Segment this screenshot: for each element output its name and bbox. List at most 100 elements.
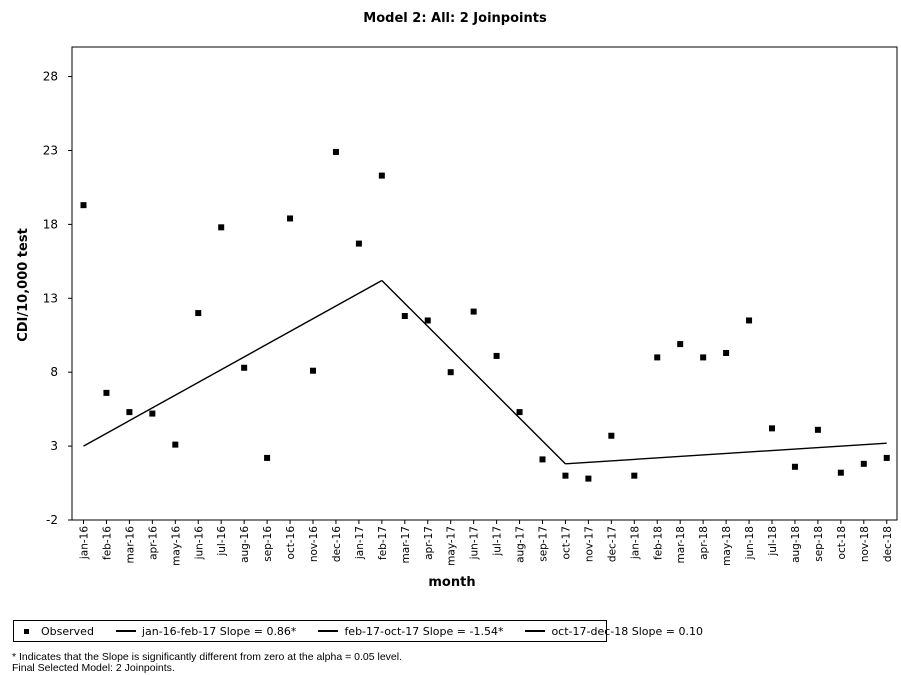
x-tick-label: sep-18 (813, 526, 825, 562)
x-tick-label: feb-18 (652, 526, 664, 560)
x-tick-label: jul-18 (767, 526, 779, 557)
x-tick-label: dec-17 (606, 526, 618, 562)
x-tick-label: oct-17 (560, 526, 572, 559)
x-tick-label: apr-18 (698, 526, 710, 560)
legend-item-segment-1: jan-16-feb-17 Slope = 0.86* (102, 624, 297, 638)
x-tick-label: sep-16 (262, 526, 274, 562)
x-axis: jan-16 feb-16 mar-16 apr-16 may-16 jun-16 jul-… (79, 520, 894, 566)
observed-point (195, 310, 202, 317)
observed-point (723, 349, 730, 356)
y-tick-label: 23 (43, 143, 58, 157)
observed-point (287, 215, 294, 222)
observed-point (562, 472, 569, 479)
observed-point (264, 454, 271, 461)
observed-point (470, 308, 477, 315)
observed-point (769, 425, 775, 432)
observed-point (332, 148, 339, 155)
legend-item-observed: Observed (22, 625, 94, 638)
observed-point (883, 454, 890, 461)
x-tick-label: feb-16 (101, 526, 113, 560)
x-tick-label: aug-18 (790, 526, 802, 563)
observed-point (424, 317, 431, 324)
observed-point (631, 472, 638, 479)
x-tick-label: jan-18 (629, 526, 641, 560)
x-tick-label: feb-17 (377, 526, 389, 560)
x-tick-label: sep-17 (538, 526, 550, 562)
y-tick-label: 28 (43, 70, 58, 84)
observed-point (814, 426, 821, 433)
x-tick-label: jun-17 (469, 526, 481, 560)
x-tick-label: mar-16 (124, 526, 136, 564)
fitted-lines (83, 279, 887, 465)
y-tick-label: 8 (50, 365, 58, 379)
observed-point (791, 463, 798, 470)
x-tick-label: jun-18 (744, 526, 756, 560)
observed-point (746, 317, 753, 324)
legend-observed-label: Observed (41, 624, 94, 638)
x-axis-label: month (428, 575, 475, 590)
observed-point (837, 469, 844, 476)
y-tick-label: -2 (46, 513, 58, 527)
observed-point (539, 456, 546, 463)
observed-point (378, 172, 385, 179)
x-tick-label: nov-17 (583, 526, 595, 562)
observed-points (80, 148, 890, 482)
observed-point (310, 367, 316, 374)
x-tick-label: apr-17 (423, 526, 435, 560)
x-tick-label: jun-16 (193, 526, 205, 561)
final-model-footnote: Final Selected Model: 2 Joinpoints. (12, 662, 175, 674)
square-marker-icon (24, 628, 29, 634)
legend: Observed jan-16-feb-17 Slope = 0.86* feb… (13, 620, 703, 642)
x-tick-label: aug-17 (515, 526, 527, 563)
observed-point (447, 369, 454, 376)
legend-item-segment-2: feb-17-oct-17 Slope = -1.54* (304, 625, 503, 638)
plot-area (71, 46, 898, 521)
fitted-segment-line (565, 442, 887, 465)
y-tick-label: 18 (43, 217, 58, 231)
legend-segment-3-label: oct-17-dec-18 Slope = 0.10 (551, 624, 703, 638)
x-tick-label: dec-18 (882, 526, 894, 562)
y-axis: -2 3 8 13 18 23 28 (43, 70, 72, 527)
observed-point (677, 341, 684, 348)
x-tick-label: jul-17 (492, 526, 504, 557)
chart-title: Model 2: All: 2 Joinpoints (363, 11, 547, 26)
x-tick-label: oct-18 (836, 526, 848, 559)
observed-point (103, 389, 110, 396)
x-tick-label: mar-18 (675, 526, 687, 563)
line-swatch-icon (318, 630, 339, 632)
significance-footnote: * Indicates that the Slope is significan… (12, 651, 402, 663)
observed-point (654, 354, 661, 361)
x-tick-label: mar-17 (400, 526, 412, 563)
observed-point (126, 409, 133, 416)
observed-point (493, 352, 500, 359)
line-swatch-icon (525, 630, 546, 632)
x-tick-label: jul-16 (216, 526, 228, 557)
x-tick-label: oct-16 (285, 526, 297, 560)
observed-point (80, 202, 87, 209)
y-tick-label: 3 (50, 439, 58, 453)
fitted-segment-line (83, 279, 383, 447)
legend-segment-2-label: feb-17-oct-17 Slope = -1.54* (344, 624, 504, 638)
observed-point (700, 354, 707, 361)
observed-point (149, 410, 156, 417)
x-tick-label: may-18 (721, 526, 733, 566)
legend-item-segment-3: oct-17-dec-18 Slope = 0.10 (511, 625, 703, 638)
x-tick-label: aug-16 (239, 526, 251, 563)
observed-point (218, 224, 225, 231)
observed-point (608, 432, 615, 439)
legend-segment-1-label: jan-16-feb-17 Slope = 0.86* (141, 624, 297, 638)
observed-point (401, 313, 408, 320)
observed-point (172, 441, 179, 448)
observed-point (355, 240, 362, 247)
line-swatch-icon (115, 630, 136, 632)
x-tick-label: dec-16 (331, 526, 343, 562)
x-tick-label: nov-16 (308, 526, 320, 562)
y-tick-label: 13 (43, 291, 58, 305)
observed-point (516, 409, 523, 416)
x-tick-label: jan-17 (354, 526, 366, 560)
x-tick-label: may-16 (170, 526, 182, 566)
y-axis-label: CDI/10,000 test (16, 228, 31, 342)
fitted-segment-line (381, 280, 566, 465)
x-tick-label: jan-16 (79, 526, 91, 560)
